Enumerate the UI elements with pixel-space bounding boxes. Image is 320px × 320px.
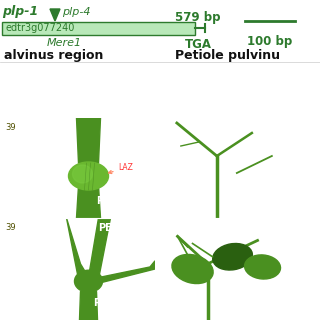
- Text: P: P: [97, 196, 104, 206]
- Ellipse shape: [68, 162, 108, 190]
- FancyBboxPatch shape: [2, 22, 195, 35]
- Ellipse shape: [244, 255, 281, 279]
- Polygon shape: [89, 218, 110, 289]
- Text: WT: WT: [27, 199, 43, 208]
- Text: 100 bp: 100 bp: [247, 35, 292, 48]
- Ellipse shape: [172, 254, 213, 284]
- Polygon shape: [76, 186, 100, 218]
- Text: plp: plp: [27, 301, 41, 310]
- Text: 39: 39: [6, 123, 16, 132]
- Text: LAZ: LAZ: [108, 164, 133, 173]
- Text: (d): (d): [27, 122, 40, 131]
- Text: (i): (i): [302, 222, 310, 231]
- Polygon shape: [92, 261, 155, 283]
- Polygon shape: [79, 292, 98, 320]
- Polygon shape: [50, 9, 60, 21]
- Text: plp: plp: [300, 303, 312, 312]
- Text: plp-4: plp-4: [62, 7, 91, 17]
- Text: plp-1: plp-1: [2, 5, 38, 18]
- Ellipse shape: [213, 244, 252, 270]
- Text: 39: 39: [6, 223, 16, 232]
- Text: D47: D47: [267, 122, 285, 131]
- Ellipse shape: [75, 270, 102, 292]
- Text: S: S: [302, 264, 310, 274]
- Text: plp: plp: [162, 301, 176, 310]
- Text: Mere1: Mere1: [47, 38, 82, 48]
- Text: (f): (f): [162, 122, 172, 131]
- Polygon shape: [67, 218, 89, 289]
- Text: Petiole pulvinu: Petiole pulvinu: [175, 49, 280, 62]
- Text: TGA: TGA: [185, 38, 212, 51]
- Text: PE: PE: [99, 223, 112, 233]
- Text: WT: WT: [162, 199, 178, 208]
- Text: (g): (g): [162, 222, 175, 231]
- Text: P: P: [93, 298, 100, 308]
- Text: (h): (h): [300, 122, 311, 131]
- Text: D47: D47: [267, 222, 285, 231]
- Text: PLP: PLP: [27, 260, 46, 268]
- Text: S: S: [302, 163, 310, 173]
- Ellipse shape: [73, 165, 92, 183]
- Text: WT: WT: [299, 201, 313, 210]
- Text: 579 bp: 579 bp: [175, 11, 220, 24]
- Text: edtr3g077240: edtr3g077240: [5, 23, 74, 34]
- Text: D39: D39: [132, 122, 150, 131]
- Text: PE: PE: [102, 126, 116, 136]
- Text: (e): (e): [27, 222, 40, 231]
- Text: D39: D39: [132, 222, 150, 231]
- Text: alvinus region: alvinus region: [4, 49, 103, 62]
- Polygon shape: [76, 118, 100, 163]
